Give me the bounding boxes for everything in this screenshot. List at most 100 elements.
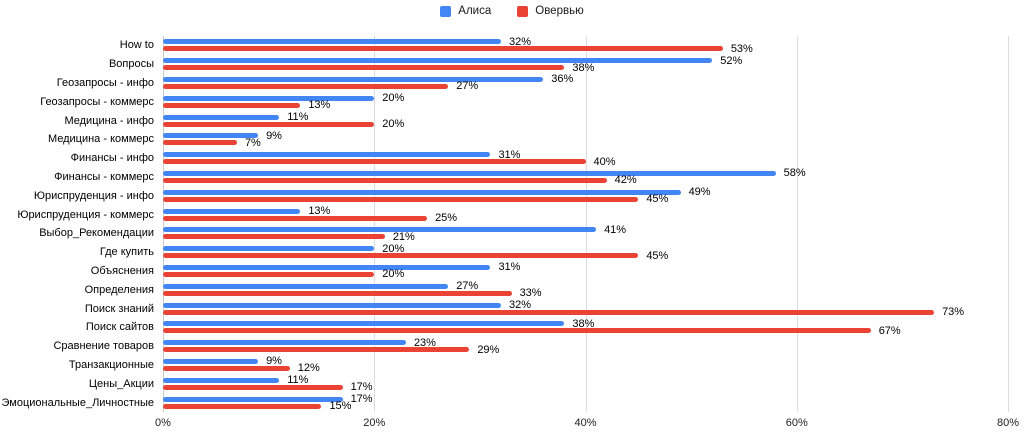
value-label: 17% [350, 393, 373, 406]
bar-overview: 13% [163, 99, 330, 111]
category-row: How to 32% 53% [0, 36, 1024, 55]
bar-alisa: 38% [163, 318, 594, 330]
legend-item-alisa: Алиса [440, 5, 491, 17]
value-label: 11% [287, 374, 309, 387]
value-label: 45% [646, 193, 669, 206]
bar-overview: 67% [163, 325, 901, 337]
bar-overview: 20% [163, 268, 404, 280]
category-row: Поиск знаний 32% 73% [0, 299, 1024, 318]
bar-overview: 17% [163, 381, 373, 393]
category-row: Медицина - коммерс 9% 7% [0, 130, 1024, 149]
category-row: Вопросы 52% 38% [0, 55, 1024, 74]
value-label: 7% [244, 136, 261, 149]
bar-alisa: 31% [163, 261, 520, 273]
value-label: 21% [392, 230, 415, 243]
category-label: Объяснения [90, 264, 154, 277]
bar-alisa: 9% [163, 355, 282, 367]
value-label: 40% [593, 155, 616, 168]
bar-area: 36% 27% [163, 73, 1008, 92]
category-row: Финансы - коммерс 58% 42% [0, 167, 1024, 186]
bar-area: 11% 20% [163, 111, 1008, 130]
bar-area: 20% 13% [163, 92, 1008, 111]
category-row: Сравнение товаров 23% 29% [0, 337, 1024, 356]
x-axis: 0% 20% 40% 60% 80% [155, 417, 1019, 433]
bar-area: 41% 21% [163, 223, 1008, 243]
bar-area: 20% 45% [163, 243, 1008, 262]
grid-layer [163, 36, 1009, 412]
value-label: 29% [477, 343, 500, 356]
bar-alisa: 17% [163, 393, 373, 405]
gridline [163, 36, 164, 412]
bar-overview: 15% [163, 400, 351, 412]
category-row: Геозапросы - инфо 36% 27% [0, 73, 1024, 92]
value-label: 67% [878, 324, 901, 337]
bar-overview: 29% [163, 344, 499, 356]
category-label: Транзакционные [68, 358, 154, 371]
bar-alisa: 11% [163, 111, 308, 123]
bar-alisa: 58% [163, 167, 806, 179]
bar-overview: 20% [163, 118, 404, 130]
bar-alisa: 9% [163, 130, 282, 142]
value-label: 31% [498, 261, 521, 274]
bar-area: 9% 12% [163, 355, 1008, 375]
category-label: Поиск знаний [84, 302, 154, 315]
bar-overview: 53% [163, 43, 753, 55]
value-label: 52% [720, 54, 743, 67]
bar-alisa: 52% [163, 55, 742, 67]
bar-area: 17% 15% [163, 393, 1008, 412]
bar-alisa: 20% [163, 243, 404, 255]
bar-area: 49% 45% [163, 186, 1008, 206]
x-tick-label: 20% [363, 417, 386, 429]
category-row: Выбор_Рекомендации 41% 21% [0, 224, 1024, 243]
value-label: 9% [266, 355, 282, 368]
bar-overview: 27% [163, 80, 478, 92]
value-label: 41% [604, 223, 627, 236]
bar-area: 23% 29% [163, 337, 1008, 356]
value-label: 9% [266, 129, 282, 142]
gridline [374, 36, 376, 412]
legend-swatch-overview-icon [517, 5, 529, 17]
x-tick-label: 0% [155, 417, 171, 429]
value-label: 38% [572, 61, 595, 74]
bar-area: 31% 20% [163, 261, 1008, 280]
bar-overview: 42% [163, 174, 637, 186]
bar-overview: 73% [163, 306, 964, 318]
value-label: 12% [297, 362, 320, 375]
bar-alisa: 36% [163, 73, 573, 85]
category-label: Юриспруденция - коммерс [17, 208, 154, 221]
plot-area: How to 32% 53% Вопросы 52% 38% Геозапросы - ин… [0, 36, 1024, 412]
bar-area: 32% 73% [163, 299, 1008, 318]
category-label: How to [119, 39, 154, 52]
bar-overview: 21% [163, 231, 415, 243]
legend-swatch-alisa-icon [440, 5, 452, 17]
x-tick-label: 60% [785, 417, 808, 429]
bar-overview: 40% [163, 156, 616, 168]
value-label: 32% [509, 35, 532, 48]
bar-overview: 38% [163, 62, 594, 74]
category-row: Юриспруденция - коммерс 13% 25% [0, 205, 1024, 224]
bar-area: 13% 25% [163, 205, 1008, 224]
category-label: Геозапросы - коммерс [40, 95, 154, 108]
legend: Алиса Овервью [0, 5, 1024, 17]
legend-label-overview: Овервью [535, 5, 584, 17]
bar-alisa: 31% [163, 149, 520, 161]
category-row: Юриспруденция - инфо 49% 45% [0, 186, 1024, 205]
category-label: Юриспруденция - инфо [33, 189, 154, 202]
value-label: 27% [456, 280, 479, 293]
bar-area: 9% 7% [163, 130, 1008, 149]
category-row: Цены_Акции 11% 17% [0, 374, 1024, 393]
gridline [1008, 36, 1009, 412]
value-label: 20% [382, 92, 405, 105]
category-label: Сравнение товаров [53, 340, 154, 353]
value-label: 73% [942, 306, 965, 319]
bar-area: 32% 53% [163, 35, 1008, 55]
bar-area: 31% 40% [163, 149, 1008, 168]
value-label: 11% [287, 111, 309, 124]
category-label: Определения [84, 283, 154, 296]
value-label: 45% [646, 249, 669, 262]
category-row: Объяснения 31% 20% [0, 261, 1024, 280]
bar-area: 58% 42% [163, 167, 1008, 186]
value-label: 58% [783, 167, 806, 180]
value-label: 13% [308, 99, 331, 112]
